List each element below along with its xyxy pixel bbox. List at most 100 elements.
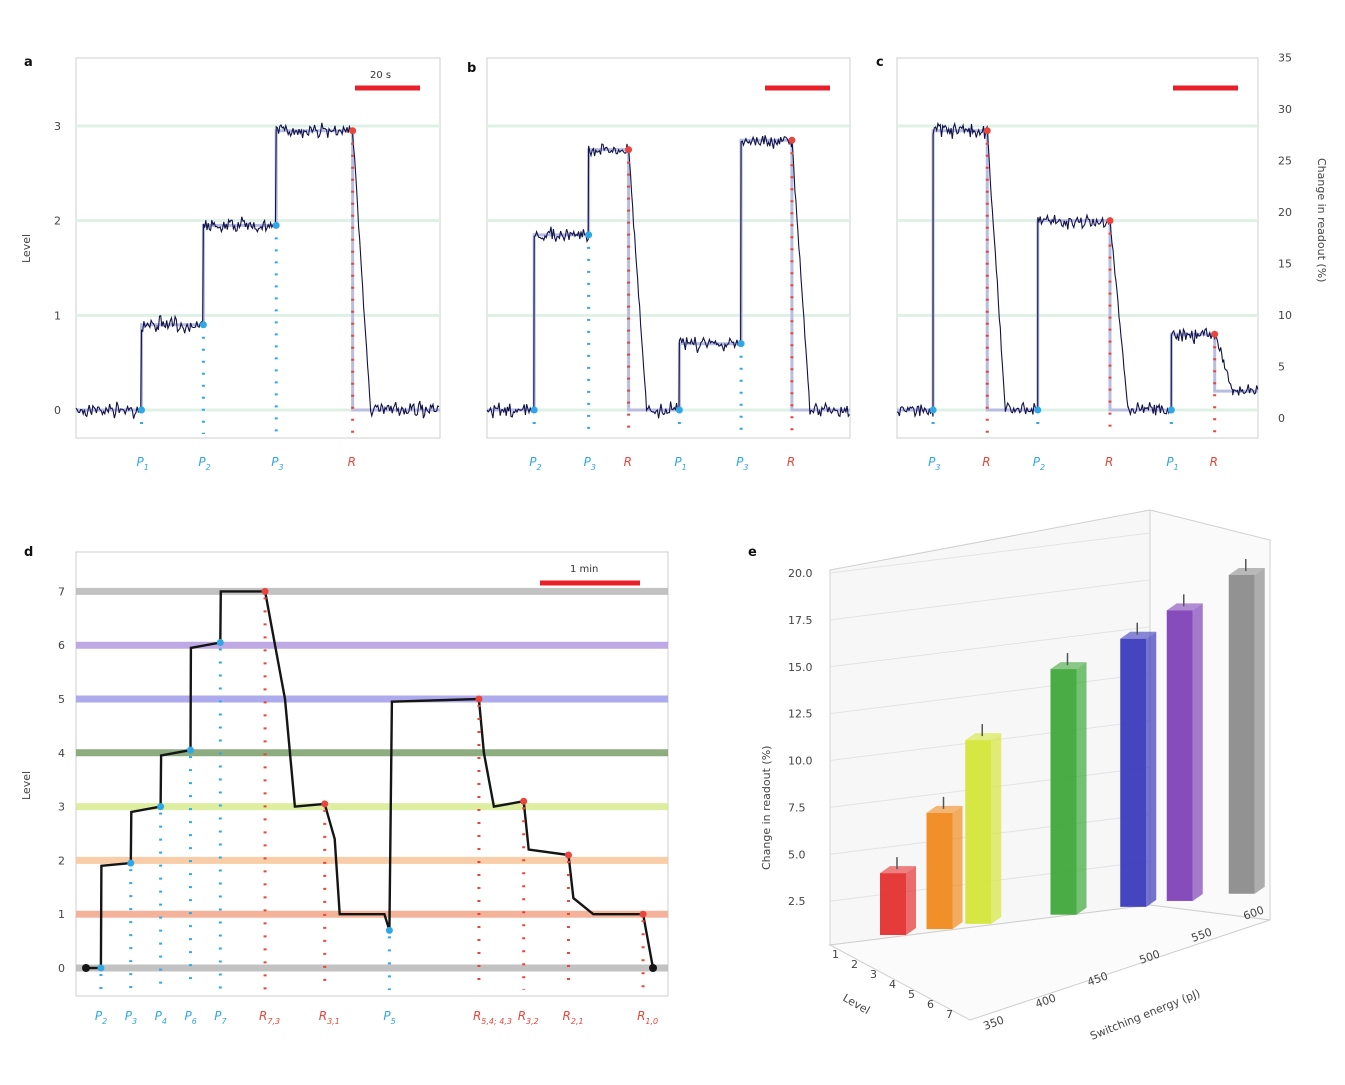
event-label: P2 [529, 455, 541, 472]
event-label: P1 [674, 455, 686, 472]
y-tick-label: 3 [58, 801, 65, 814]
z-tick-label: 12.5 [788, 708, 813, 721]
program-point [675, 406, 683, 414]
event-label: P5 [383, 1009, 395, 1026]
panel-c-trace: P3 R P2 R P1 R 0 5 10 15 20 25 30 35 Change in readout… [896, 52, 1328, 472]
event-label: P6 [184, 1009, 196, 1026]
scalebar-label: 1 min [570, 564, 598, 575]
z-tick-label: 20.0 [788, 567, 813, 580]
reset-point [520, 797, 528, 805]
event-label-sub: 3 [278, 463, 283, 472]
program-point [385, 926, 393, 934]
event-label-sub: 1 [1174, 463, 1179, 472]
event-label-sub: 3 [743, 463, 748, 472]
trace-end [649, 964, 658, 972]
event-label: R2,1 [562, 1009, 583, 1026]
readout-trace [75, 122, 440, 419]
reset-point [564, 851, 572, 859]
bar-side [1146, 631, 1157, 907]
event-label: P3 [125, 1009, 137, 1026]
event-label: P1 [137, 455, 149, 472]
event-label: P7 [214, 1009, 227, 1026]
bar-front [926, 812, 953, 930]
level-tick-label: 1 [832, 948, 839, 961]
program-point [585, 231, 593, 239]
event-label: R7,3 [259, 1009, 280, 1026]
bar-side [952, 805, 963, 930]
plot-frame [896, 57, 1259, 439]
z-tick-label: 2.5 [788, 895, 806, 908]
reset-point [321, 800, 329, 808]
level-tick-label: 3 [870, 968, 877, 981]
readout-trace [86, 590, 655, 970]
y-tick-label: 6 [58, 639, 65, 652]
bar-top [965, 733, 1002, 741]
bar-side [991, 733, 1002, 924]
event-label-sub: 2 [206, 463, 211, 472]
reset-point [475, 695, 483, 703]
reset-point [349, 127, 357, 135]
program-point [199, 321, 207, 329]
z-gridline [829, 673, 1151, 715]
z-axis-label: Change in readout (%) [760, 746, 773, 870]
panel-e-3d-bars: 2.5 5.0 7.5 10.0 12.5 15.0 17.5 20.0 Change in r… [760, 509, 1271, 1043]
panel-d-trace: 0 1 2 3 4 5 6 7 Level P2 P3 P4 P6 P7 R7,3 R3,1 P5 R5,4; 4… [20, 551, 669, 1026]
reset-point [1211, 330, 1219, 338]
y-tick-label: 0 [54, 404, 61, 417]
event-label-sub: 3,1 [327, 1017, 340, 1026]
event-label-sub: 3 [591, 463, 596, 472]
z-tick-label: 5.0 [788, 848, 806, 861]
floor [828, 904, 1271, 1021]
program-point [97, 964, 105, 972]
event-label-sub: 2 [102, 1017, 107, 1026]
event-label-sub: 7,3 [267, 1017, 280, 1026]
plot-frame [75, 57, 441, 439]
program-point [1034, 406, 1042, 414]
event-label-sub: 2 [1040, 463, 1045, 472]
bar-top [880, 866, 916, 874]
bar-front [1166, 610, 1193, 901]
event-label: P3 [928, 455, 940, 472]
y2-tick-label: 15 [1278, 258, 1292, 271]
program-point [737, 340, 745, 348]
y2-tick-label: 0 [1278, 412, 1285, 425]
event-label-sub: 1 [682, 463, 687, 472]
bar-top [926, 805, 963, 813]
bar-side [1192, 603, 1203, 901]
bar-front [965, 740, 992, 924]
y2-tick-label: 35 [1278, 52, 1292, 65]
y-tick-label: 0 [58, 962, 65, 975]
z-tick-label: 17.5 [788, 614, 813, 627]
reset-point [1106, 217, 1114, 225]
bar-top [1120, 631, 1157, 639]
y2-axis-label: Change in readout (%) [1315, 158, 1328, 282]
reset-point [788, 136, 796, 144]
event-label-sub: 1 [144, 463, 149, 472]
bar-top [1166, 603, 1203, 611]
event-label: R [982, 455, 990, 469]
event-label: P2 [198, 455, 210, 472]
y-tick-label: 4 [58, 747, 65, 760]
y2-tick-label: 10 [1278, 309, 1292, 322]
y-tick-label: 2 [54, 215, 61, 228]
y-tick-label: 1 [58, 908, 65, 921]
panel-label-e: e [748, 545, 757, 560]
z-tick-label: 10.0 [788, 755, 813, 768]
level-tick-label: 2 [851, 958, 858, 971]
y-axis-label: Level [20, 234, 33, 263]
y-axis-label: Level [20, 771, 33, 800]
y-tick-label: 5 [58, 693, 65, 706]
reset-point [261, 587, 269, 595]
bar-side [1254, 568, 1265, 894]
reset-point [625, 146, 633, 154]
bar-front [1120, 638, 1147, 907]
y2-tick-label: 25 [1278, 155, 1292, 168]
event-label: R [787, 455, 795, 469]
event-label: R1,0 [637, 1009, 658, 1026]
y2-tick-label: 20 [1278, 206, 1292, 219]
event-label: P3 [736, 455, 748, 472]
panel-label-c: c [876, 55, 884, 70]
event-label-sub: 3,2 [526, 1017, 539, 1026]
y-tick-label: 3 [54, 120, 61, 133]
